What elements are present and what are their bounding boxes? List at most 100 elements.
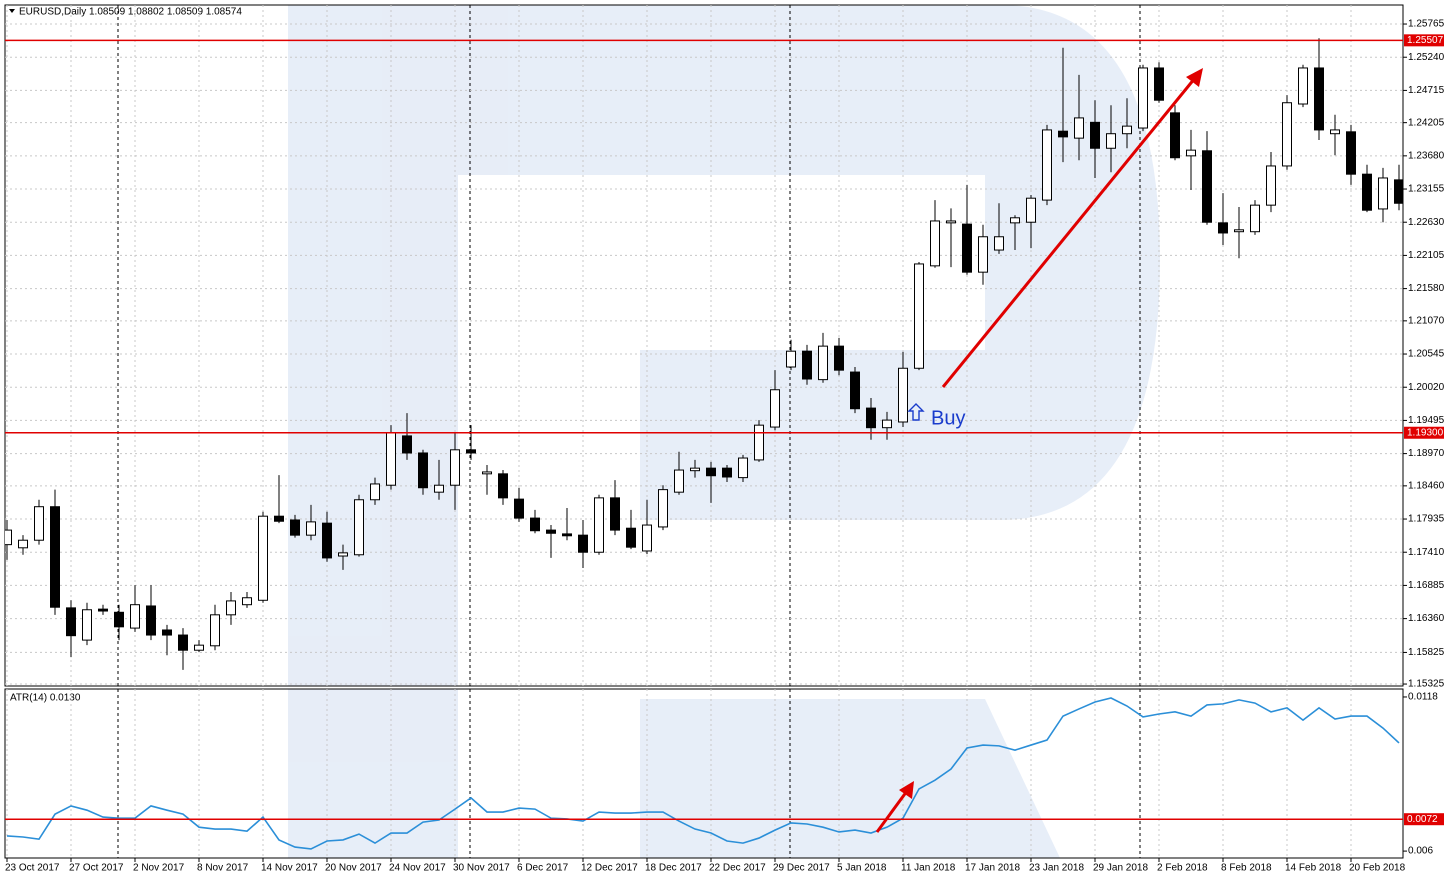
y-tick-label: 1.19495 bbox=[1408, 415, 1445, 426]
x-tick-label: 2 Feb 2018 bbox=[1157, 863, 1208, 874]
candle-body bbox=[498, 473, 508, 499]
x-tick-label: 8 Nov 2017 bbox=[197, 863, 249, 874]
y-tick-label: 1.17410 bbox=[1408, 547, 1445, 558]
candle-body bbox=[34, 506, 44, 541]
x-tick-label: 8 Feb 2018 bbox=[1221, 863, 1272, 874]
candle-body bbox=[1010, 217, 1020, 224]
period-separators bbox=[117, 5, 1141, 858]
candle-body bbox=[114, 611, 124, 628]
candle-body bbox=[642, 524, 652, 552]
candle-body bbox=[866, 407, 876, 429]
chart-title: EURUSD,Daily bbox=[19, 7, 86, 18]
candle-body bbox=[178, 634, 188, 651]
candle-body bbox=[210, 614, 220, 647]
candle-body bbox=[594, 497, 604, 553]
candle-body bbox=[690, 467, 700, 472]
candle-body bbox=[258, 515, 268, 601]
candle-body bbox=[1218, 222, 1228, 234]
candle-body bbox=[50, 506, 60, 608]
candle-body bbox=[1026, 197, 1036, 223]
y-tick-label: 1.21580 bbox=[1408, 283, 1445, 294]
y-tick-label: 1.15825 bbox=[1408, 647, 1445, 658]
x-tick-label: 5 Jan 2018 bbox=[837, 863, 887, 874]
candle-body bbox=[338, 552, 348, 557]
atr-panel bbox=[4, 688, 1404, 859]
candle-body bbox=[610, 497, 620, 531]
x-tick-label: 2 Nov 2017 bbox=[133, 863, 185, 874]
level-label: 1.19300 bbox=[1407, 427, 1444, 438]
y-tick-label: 1.15325 bbox=[1408, 679, 1445, 690]
candle-body bbox=[1186, 149, 1196, 157]
candle-body bbox=[1234, 229, 1244, 233]
candle-body bbox=[274, 515, 284, 522]
candle-body bbox=[82, 609, 92, 641]
x-tick-label: 29 Jan 2018 bbox=[1093, 863, 1148, 874]
x-tick-label: 23 Jan 2018 bbox=[1029, 863, 1084, 874]
candle-body bbox=[66, 607, 76, 637]
candle-body bbox=[738, 457, 748, 479]
candle-body bbox=[1362, 173, 1372, 211]
y-tick-label: 1.25765 bbox=[1408, 19, 1445, 30]
candle-body bbox=[450, 449, 460, 486]
candle-body bbox=[802, 350, 812, 380]
x-tick-label: 11 Jan 2018 bbox=[901, 863, 956, 874]
candle-body bbox=[706, 467, 716, 477]
candle-body bbox=[658, 489, 668, 528]
candle-body bbox=[626, 527, 636, 548]
x-tick-label: 18 Dec 2017 bbox=[645, 863, 702, 874]
y-tick-label: 1.22630 bbox=[1408, 217, 1445, 228]
candle-body bbox=[1330, 129, 1340, 135]
x-tick-label: 17 Jan 2018 bbox=[965, 863, 1020, 874]
candle-body bbox=[242, 597, 252, 606]
candle-body bbox=[818, 345, 828, 381]
level-label: 1.25507 bbox=[1407, 35, 1444, 46]
candle-body bbox=[1346, 131, 1356, 175]
x-tick-label: 14 Feb 2018 bbox=[1285, 863, 1342, 874]
candle-body bbox=[514, 498, 524, 519]
candle-body bbox=[402, 435, 412, 454]
candle-body bbox=[1378, 177, 1388, 210]
atr bbox=[6, 697, 1400, 850]
y-tick-label: 1.18460 bbox=[1408, 480, 1445, 491]
level-label-box bbox=[1404, 426, 1444, 439]
candle-body bbox=[578, 534, 588, 553]
candle-body bbox=[1170, 112, 1180, 159]
axes: 23 Oct 2017 27 Oct 2017 2 Nov 2017 8 Nov 20… bbox=[5, 19, 1445, 874]
candle-body bbox=[370, 483, 380, 501]
candle-body bbox=[834, 345, 844, 371]
candle-body bbox=[1394, 179, 1403, 204]
candle-body bbox=[978, 236, 988, 273]
y-tick-label: 1.17935 bbox=[1408, 514, 1445, 525]
candle-body bbox=[1282, 102, 1292, 167]
x-tick-label: 14 Nov 2017 bbox=[261, 863, 318, 874]
candle-body bbox=[722, 467, 732, 478]
candle-body bbox=[162, 629, 172, 636]
y-tick-label: 1.21070 bbox=[1408, 315, 1445, 326]
y-tick-label: 0.0118 bbox=[1408, 692, 1438, 703]
candle-body bbox=[306, 521, 316, 536]
candle-body bbox=[18, 539, 28, 549]
candle-body bbox=[786, 350, 796, 368]
level-label-box bbox=[1404, 34, 1444, 47]
candle-body bbox=[914, 263, 924, 369]
y-tick-label: 1.20545 bbox=[1408, 349, 1445, 360]
y-tick-label: 1.24715 bbox=[1408, 85, 1445, 96]
candle-body bbox=[530, 517, 540, 532]
candle-body bbox=[674, 469, 684, 493]
candle-body bbox=[194, 644, 204, 651]
y-tick-label: 1.22105 bbox=[1408, 250, 1445, 261]
candle-body bbox=[1090, 121, 1100, 149]
candle-body bbox=[754, 424, 764, 461]
y-tick-label: 1.23680 bbox=[1408, 150, 1445, 161]
y-tick-label: 1.18970 bbox=[1408, 448, 1445, 459]
x-tick-label: 27 Oct 2017 bbox=[69, 863, 124, 874]
candle-body bbox=[1266, 165, 1276, 206]
candle-body bbox=[882, 419, 892, 429]
candle-body bbox=[1138, 67, 1148, 129]
y-tick-label: 1.25240 bbox=[1408, 52, 1445, 63]
candle-body bbox=[226, 600, 236, 616]
candle-body bbox=[5, 529, 12, 546]
candle-body bbox=[1058, 130, 1068, 138]
x-tick-label: 20 Feb 2018 bbox=[1349, 863, 1406, 874]
